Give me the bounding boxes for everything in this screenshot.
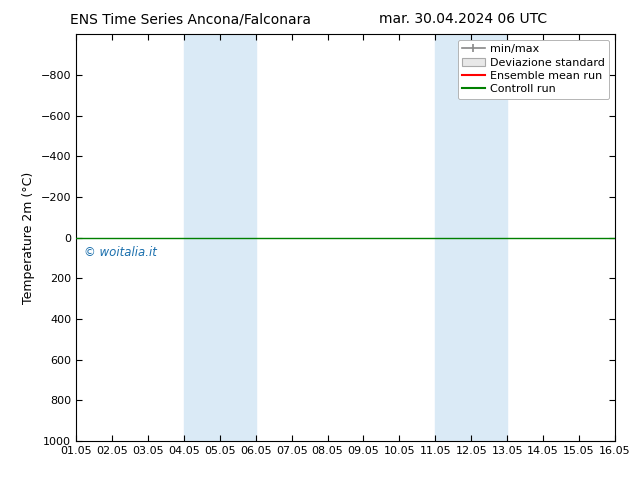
- Bar: [436, 34, 507, 441]
- Text: ENS Time Series Ancona/Falconara: ENS Time Series Ancona/Falconara: [70, 12, 311, 26]
- Bar: [184, 34, 256, 441]
- Text: © woitalia.it: © woitalia.it: [84, 246, 157, 259]
- Text: mar. 30.04.2024 06 UTC: mar. 30.04.2024 06 UTC: [378, 12, 547, 26]
- Y-axis label: Temperature 2m (°C): Temperature 2m (°C): [22, 172, 35, 304]
- Legend: min/max, Deviazione standard, Ensemble mean run, Controll run: min/max, Deviazione standard, Ensemble m…: [458, 40, 609, 99]
